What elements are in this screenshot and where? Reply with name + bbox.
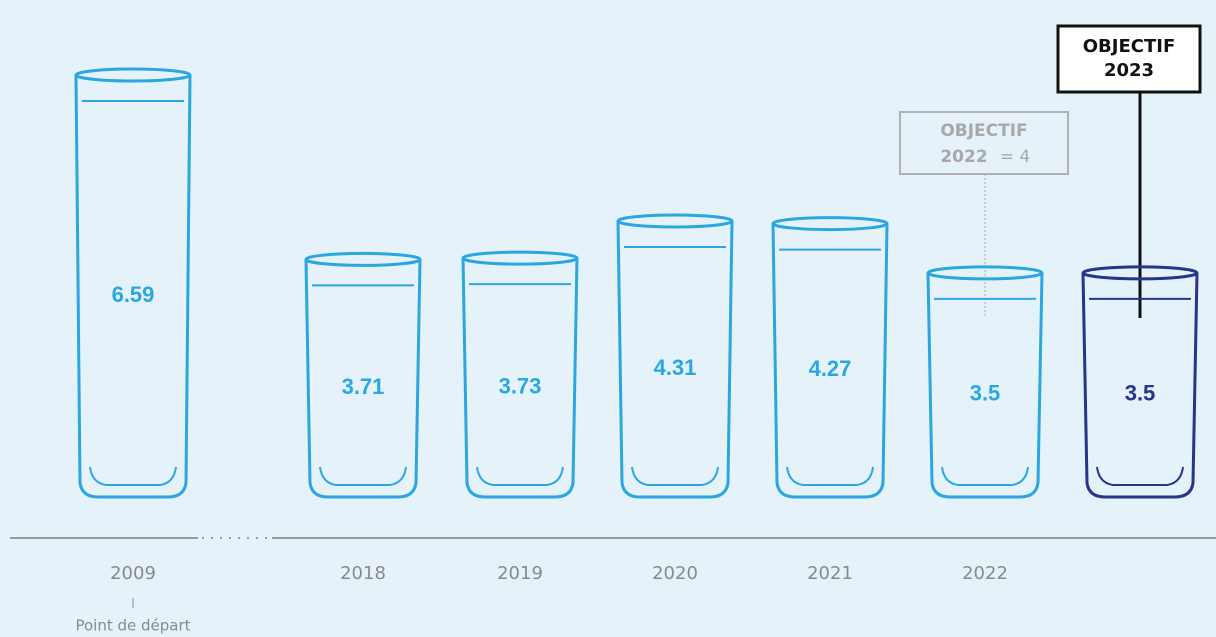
target-box <box>1056 24 1202 94</box>
glass <box>926 272 1044 499</box>
target-box <box>899 111 1069 175</box>
value-label: 4.31 <box>654 355 697 380</box>
x-tick-label: 2022 <box>962 563 1008 584</box>
glass <box>616 220 734 499</box>
value-label: 6.59 <box>112 282 155 307</box>
target-year: 2023 <box>1104 60 1154 81</box>
glass-rim <box>1081 265 1199 281</box>
glass-rim <box>304 251 422 267</box>
glass-foot <box>476 466 564 486</box>
start-note: Point de départ <box>75 617 190 635</box>
glass-foot <box>319 466 407 486</box>
x-tick-label: 2018 <box>340 563 386 584</box>
glass <box>461 258 579 499</box>
glass-rim <box>771 216 889 232</box>
glass-rim <box>461 250 579 266</box>
x-tick-label: 2020 <box>652 563 698 584</box>
x-tick-label: 2009 <box>110 563 156 584</box>
glass-rim <box>926 265 1044 281</box>
target-year: 2022 <box>940 147 987 167</box>
value-label: 3.73 <box>499 373 542 398</box>
value-label: 3.5 <box>1125 381 1156 406</box>
glass-foot <box>941 466 1029 486</box>
value-label: 3.71 <box>342 374 385 399</box>
glass-rim <box>616 213 734 229</box>
glass-foot <box>89 466 177 486</box>
glass-foot <box>786 466 874 486</box>
value-label: 4.27 <box>809 356 852 381</box>
glass <box>771 223 889 499</box>
x-tick-label: 2021 <box>807 563 853 584</box>
value-label: 3.5 <box>970 381 1001 406</box>
glass-foot <box>631 466 719 486</box>
glass <box>74 74 192 499</box>
target-value: = 4 <box>1000 147 1030 167</box>
glass-foot <box>1096 466 1184 486</box>
glass-rim <box>74 67 192 83</box>
x-tick-label: 2019 <box>497 563 543 584</box>
glass <box>1081 272 1199 499</box>
glass <box>304 259 422 499</box>
target-word: OBJECTIF <box>940 121 1027 141</box>
target-word: OBJECTIF <box>1083 36 1176 57</box>
